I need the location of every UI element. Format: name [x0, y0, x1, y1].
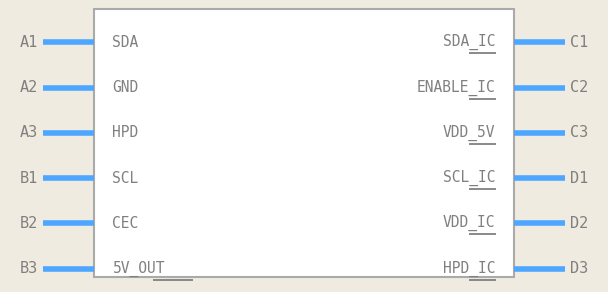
Text: A1: A1	[19, 35, 38, 50]
Text: B3: B3	[19, 261, 38, 276]
Text: B1: B1	[19, 171, 38, 186]
Text: C2: C2	[570, 80, 589, 95]
Text: C1: C1	[570, 35, 589, 50]
Text: CEC: CEC	[112, 216, 139, 231]
Text: HPD_IC: HPD_IC	[443, 260, 496, 277]
Text: VDD_IC: VDD_IC	[443, 215, 496, 232]
FancyBboxPatch shape	[94, 9, 514, 277]
Text: VDD_5V: VDD_5V	[443, 125, 496, 141]
Text: 5V_OUT: 5V_OUT	[112, 260, 165, 277]
Text: A2: A2	[19, 80, 38, 95]
Text: SCL_IC: SCL_IC	[443, 170, 496, 186]
Text: C3: C3	[570, 125, 589, 140]
Text: SDA: SDA	[112, 35, 139, 50]
Text: HPD: HPD	[112, 125, 139, 140]
Text: B2: B2	[19, 216, 38, 231]
Text: A3: A3	[19, 125, 38, 140]
Text: D1: D1	[570, 171, 589, 186]
Text: SDA_IC: SDA_IC	[443, 34, 496, 51]
Text: GND: GND	[112, 80, 139, 95]
Text: D3: D3	[570, 261, 589, 276]
Text: D2: D2	[570, 216, 589, 231]
Text: ENABLE_IC: ENABLE_IC	[416, 79, 496, 96]
Text: SCL: SCL	[112, 171, 139, 186]
